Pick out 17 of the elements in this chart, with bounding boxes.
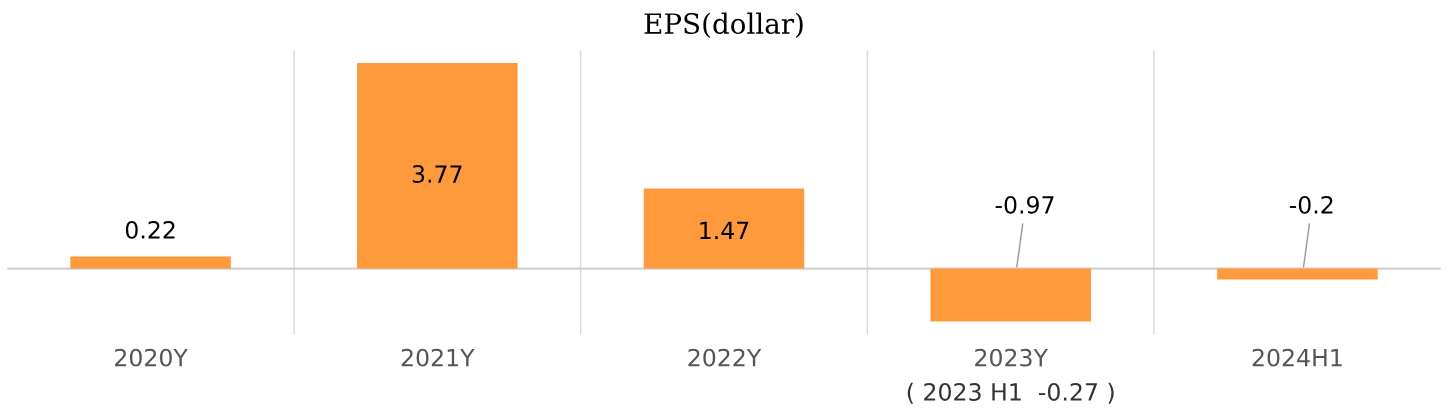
x-tick-label: 2024H1 bbox=[1252, 348, 1342, 367]
data-label: 3.77 bbox=[412, 165, 462, 183]
text: ( 2023 H1 -0.27 ) bbox=[907, 382, 1114, 404]
data-label: -0.97 bbox=[995, 195, 1054, 214]
x-tick-label: 2021Y bbox=[401, 348, 475, 367]
x-tick-label: 2022Y bbox=[688, 348, 762, 367]
data-label: 0.22 bbox=[125, 220, 175, 239]
x-tick-label: 2023Y bbox=[975, 348, 1049, 367]
chart-title: EPS(dollar) bbox=[644, 12, 803, 38]
bar bbox=[357, 63, 518, 269]
bar bbox=[643, 188, 805, 269]
bar bbox=[70, 256, 231, 269]
bar bbox=[930, 268, 1091, 322]
data-label: 1.47 bbox=[700, 221, 749, 240]
x-tick-label: 2020Y bbox=[115, 348, 188, 367]
bar bbox=[1217, 268, 1378, 280]
data-label: -0.2 bbox=[1289, 195, 1333, 214]
